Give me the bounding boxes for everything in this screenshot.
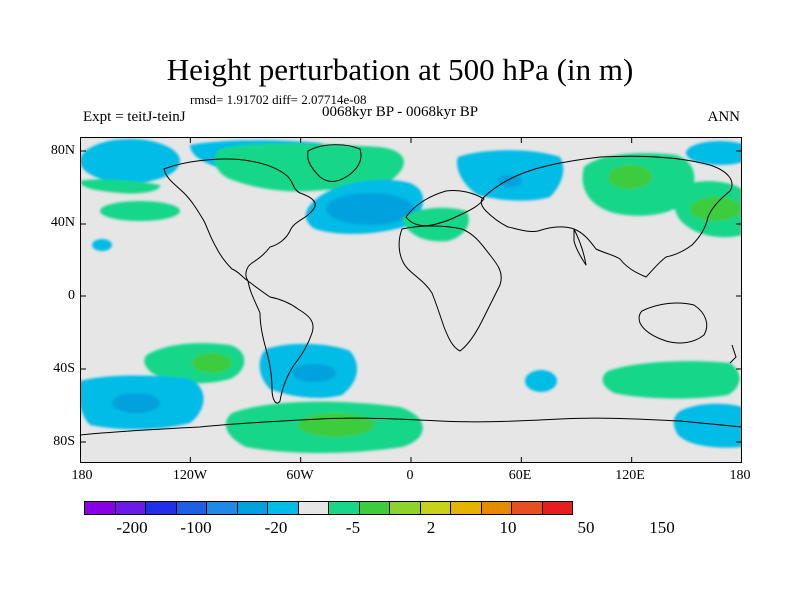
lat-label-40n: 40N <box>50 215 75 230</box>
colorbar-label: -20 <box>264 518 288 537</box>
anomaly-map <box>80 137 742 463</box>
axis-ticks <box>80 137 742 463</box>
colorbar-swatch <box>114 501 146 515</box>
lon-label-60w: 60W <box>286 468 314 483</box>
colorbar-label: 50 <box>577 518 595 537</box>
colorbar-swatch <box>145 501 177 515</box>
lat-label-80n: 80N <box>50 143 75 158</box>
colorbar-label: 150 <box>649 518 675 537</box>
lat-label-0: 0 <box>68 288 75 303</box>
anomaly-siberia-core <box>498 175 522 187</box>
lon-label-60e: 60E <box>508 468 532 483</box>
colorbar-swatch <box>328 501 360 515</box>
colorbar-swatch <box>267 501 299 515</box>
anomaly-south-pacific-positive-core <box>192 353 232 373</box>
lon-label-120w: 120W <box>172 468 208 483</box>
colorbar-swatch <box>450 501 482 515</box>
colorbar-swatch <box>541 501 573 515</box>
colorbar-swatch <box>358 501 390 515</box>
colorbar-swatch <box>389 501 421 515</box>
lat-label-40s: 40S <box>53 361 75 376</box>
lon-label-0: 0 <box>406 468 414 483</box>
rmsd-diff-stats: rmsd= 1.91702 diff= 2.07714e-08 <box>190 92 367 107</box>
anomaly-siberia-core-positive <box>608 165 652 189</box>
anomaly-south-indian-positive <box>602 361 740 399</box>
anomaly-north-america <box>214 143 404 192</box>
lon-label-180-west: 180 <box>71 468 93 483</box>
colorbar-swatch <box>175 501 207 515</box>
anomaly-south-america-core <box>292 364 336 382</box>
lon-label-180-east: 180 <box>729 468 751 483</box>
colorbar-swatch <box>84 501 116 515</box>
anomaly-north-atlantic-core <box>326 193 414 225</box>
colorbar-label: 2 <box>426 518 436 537</box>
colorbar-label: 10 <box>499 518 517 537</box>
lon-label-120e: 120E <box>615 468 645 483</box>
colorbar-swatch <box>511 501 543 515</box>
anomaly-small-spot <box>92 239 112 251</box>
experiment-label: Expt = teitJ-teinJ <box>83 109 186 125</box>
anomaly-south-pacific-negative-core <box>112 393 160 413</box>
colorbar-swatch <box>236 501 268 515</box>
colorbar-swatch <box>480 501 512 515</box>
anomaly-north-pacific-west <box>80 139 180 183</box>
anomaly-north-pacific-east <box>100 201 180 221</box>
anomaly-far-northeast <box>686 141 742 165</box>
anomaly-southeast-pacific <box>673 403 742 448</box>
colorbar <box>84 501 573 515</box>
colorbar-label: -100 <box>180 518 212 537</box>
anomaly-north-pacific-band <box>80 179 161 194</box>
colorbar-swatch <box>297 501 329 515</box>
chart-title: Height perturbation at 500 hPa (in m) <box>166 52 634 87</box>
anomaly-nw-pacific-core <box>690 197 742 221</box>
anomaly-south-indian-small <box>525 370 557 392</box>
colorbar-swatch <box>419 501 451 515</box>
anomaly-southern-ocean-atlantic-core <box>298 413 374 437</box>
season-label: ANN <box>707 109 741 125</box>
colorbar-label: -5 <box>345 518 361 537</box>
lat-label-80s: 80S <box>53 434 75 449</box>
coastlines <box>80 144 742 436</box>
colorbar-swatch <box>206 501 238 515</box>
colorbar-label: -200 <box>116 518 148 537</box>
period-label: 0068kyr BP - 0068kyr BP <box>322 104 479 120</box>
